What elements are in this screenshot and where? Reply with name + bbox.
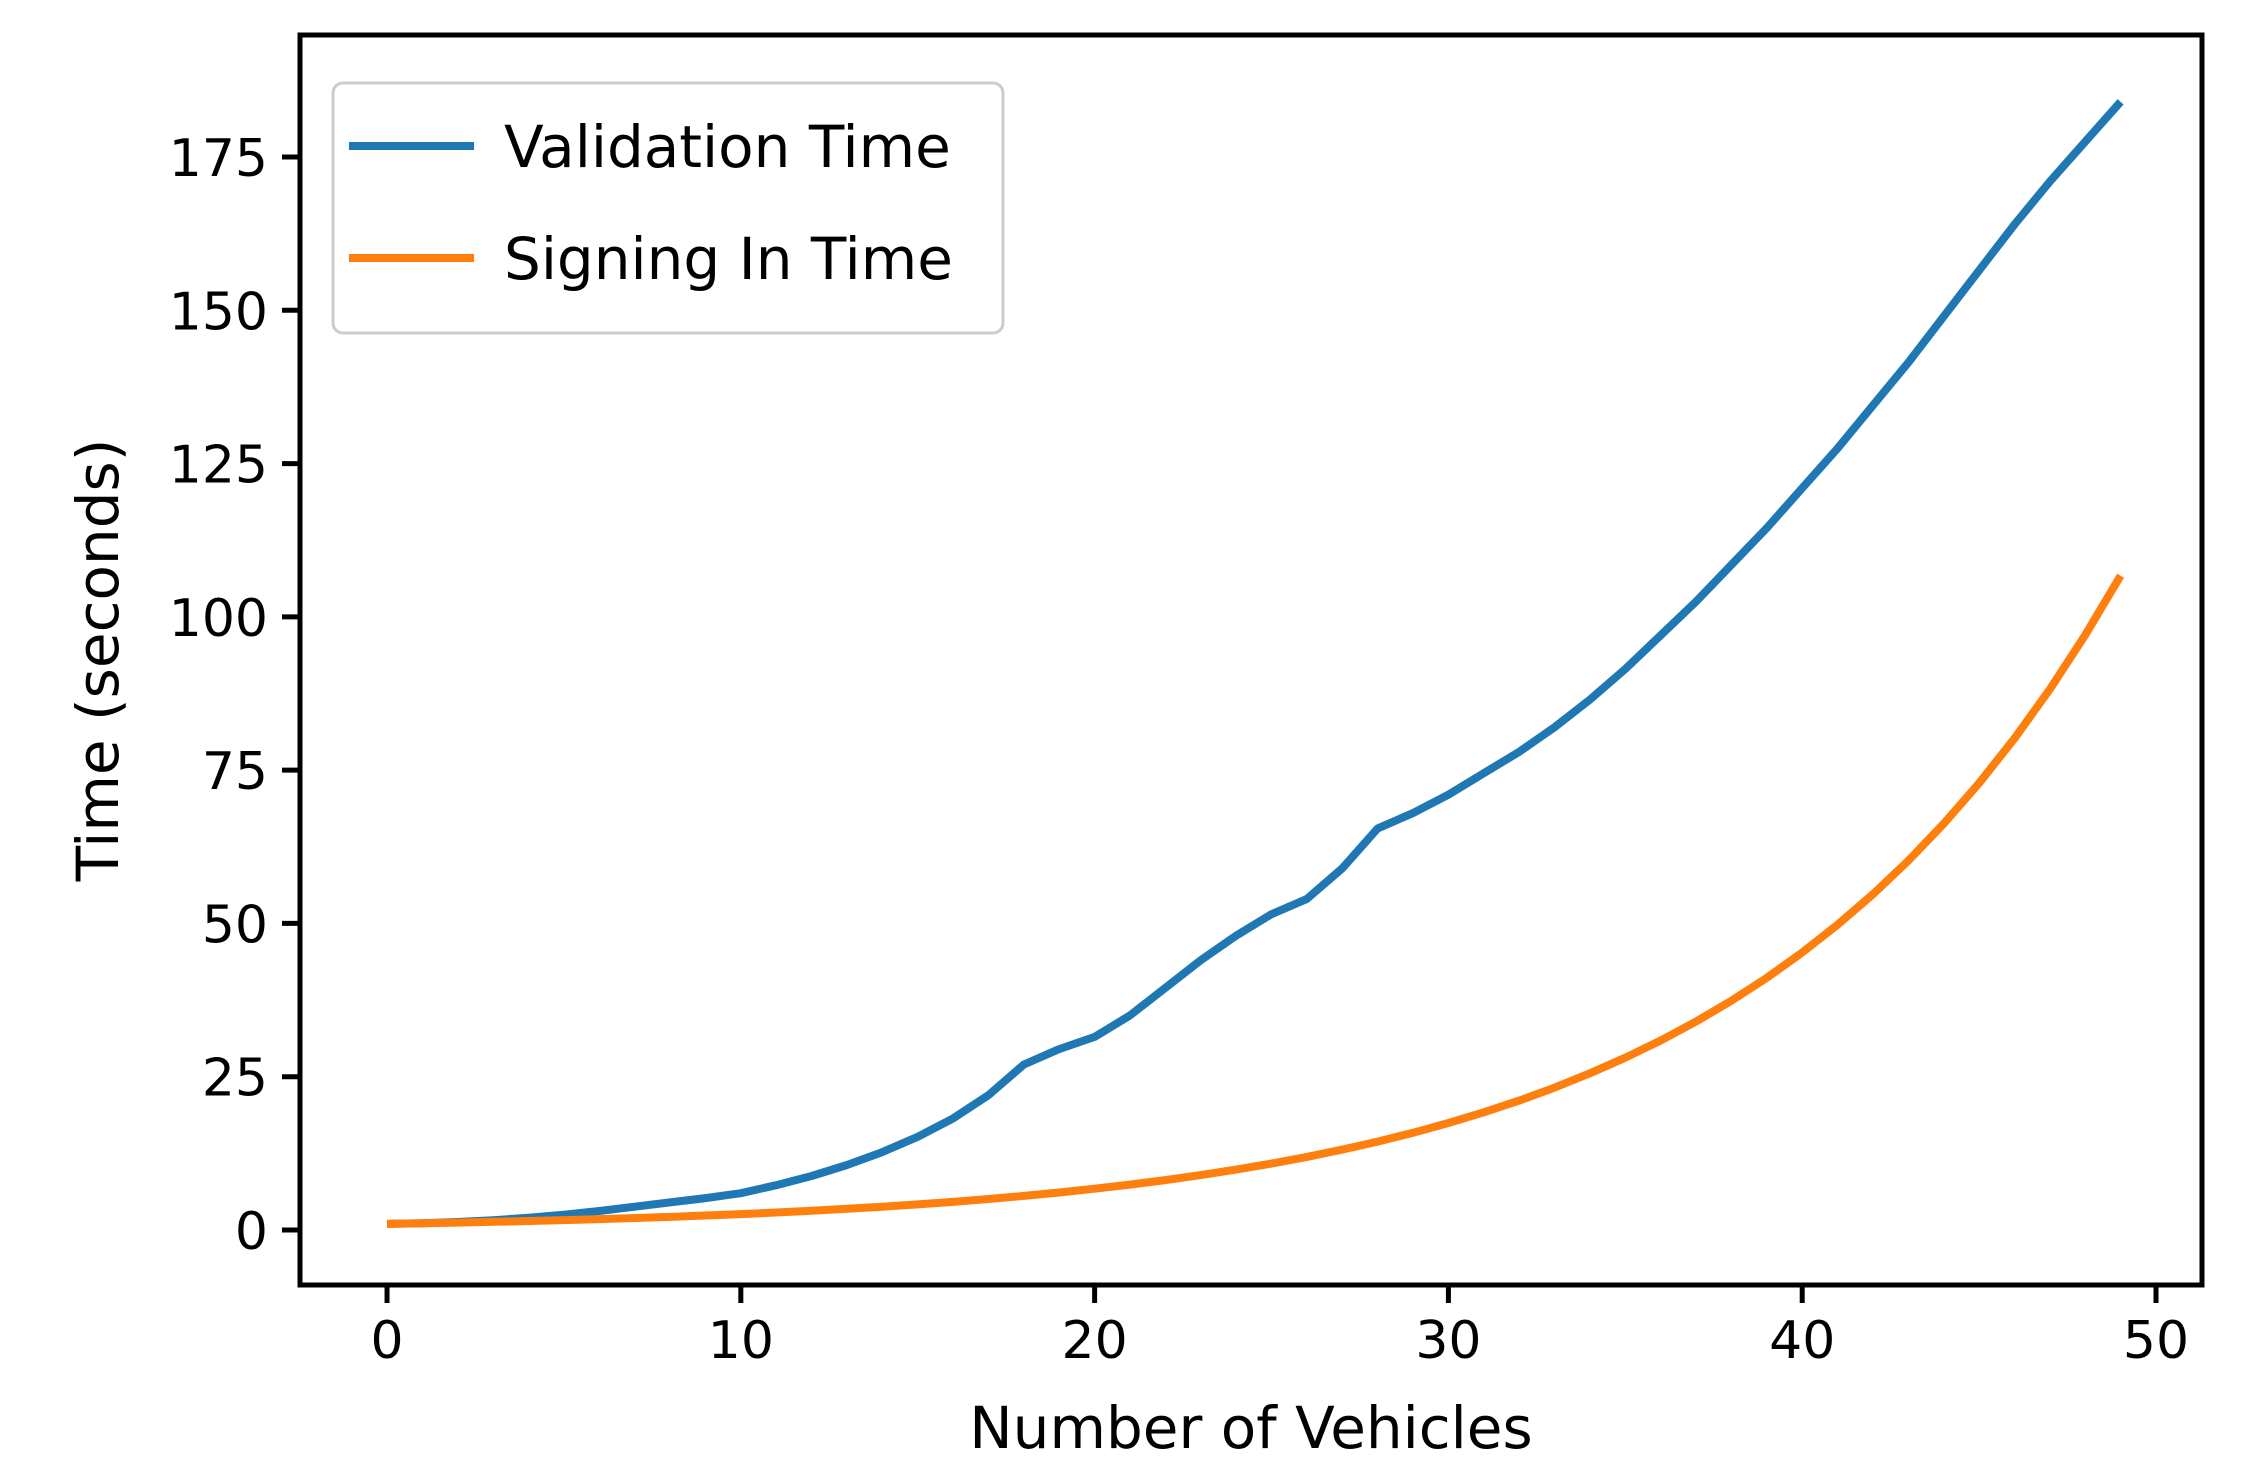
- x-tick-label-30: 30: [1415, 1311, 1481, 1371]
- series-lines: [386, 99, 2125, 1228]
- y-tick-label-150: 150: [169, 282, 268, 342]
- y-tick-label-100: 100: [169, 589, 268, 649]
- plot-frame: [297, 32, 2205, 1288]
- legend-label-validation-time: Validation Time: [504, 113, 951, 181]
- y-tick-label-25: 25: [202, 1049, 268, 1109]
- series-line-validation-time: [386, 99, 2124, 1228]
- x-tick-label-50: 50: [2123, 1311, 2189, 1371]
- legend-label-signing-in-time: Signing In Time: [504, 225, 953, 293]
- x-tick-label-20: 20: [1062, 1311, 1128, 1371]
- x-axis-ticks: 0 10 20 30 40 50: [370, 1285, 2189, 1371]
- legend: Validation Time Signing In Time: [331, 81, 1005, 335]
- y-tick-label-75: 75: [202, 742, 268, 802]
- y-tick-label-125: 125: [169, 436, 268, 496]
- series-line-signing-in-time: [386, 573, 2125, 1228]
- y-axis-ticks: 0 25 50 75 100 125 150 175: [169, 129, 300, 1262]
- x-tick-label-10: 10: [708, 1311, 774, 1371]
- y-axis-label: Time (seconds): [64, 439, 132, 883]
- y-tick-label-175: 175: [169, 129, 268, 189]
- y-tick-label-50: 50: [202, 895, 268, 955]
- x-tick-label-40: 40: [1769, 1311, 1835, 1371]
- y-tick-label-0: 0: [235, 1202, 268, 1262]
- plot-area: 0 10 20 30 40 50 0 25 50 75 100 125 150 175 Number o…: [64, 32, 2205, 1462]
- x-tick-label-0: 0: [370, 1311, 403, 1371]
- x-axis-label: Number of Vehicles: [969, 1394, 1532, 1462]
- legend-frame: [331, 81, 1005, 335]
